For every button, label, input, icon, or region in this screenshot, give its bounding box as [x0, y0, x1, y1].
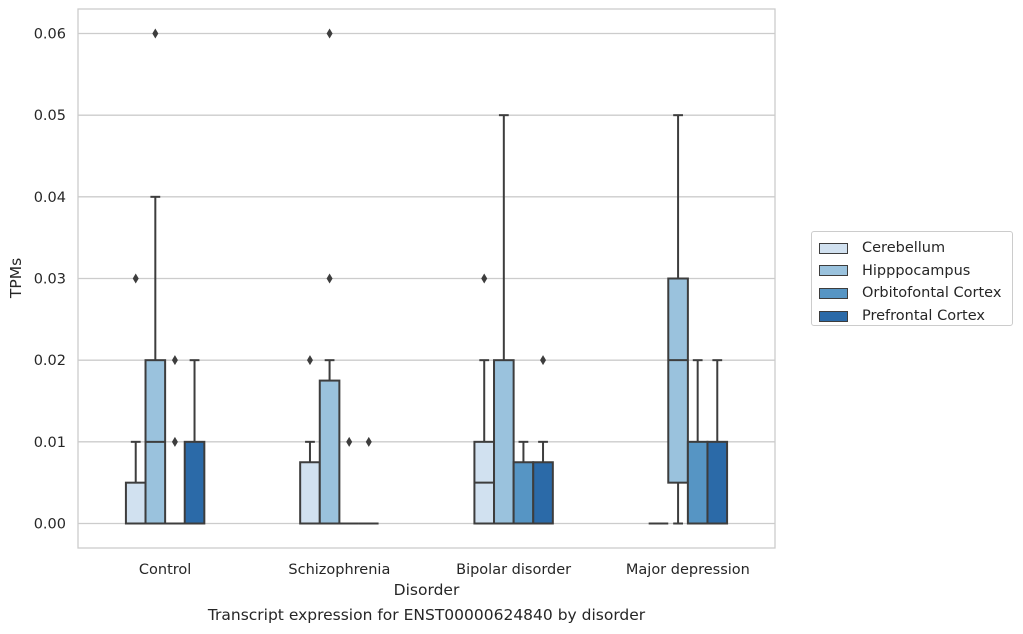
box-body [318, 379, 341, 525]
y-tick-label: 0.04 [34, 190, 66, 206]
box-body [706, 440, 729, 525]
y-axis-label: TPMs [7, 258, 25, 299]
legend-item-hippocampus: Hipppocampus [812, 260, 1012, 283]
legend-item-orbitofrontal-cortex: Orbitofontal Cortex [812, 282, 1012, 305]
box-cerebellum [473, 273, 496, 525]
box-body [124, 481, 147, 525]
legend-label: Prefrontal Cortex [862, 308, 985, 325]
outlier-point [306, 355, 313, 366]
legend-label: Hipppocampus [862, 262, 971, 279]
box-orbitofontal-cortex [512, 440, 535, 525]
x-tick-label: Bipolar disorder [456, 562, 571, 578]
box-hipppocampus [318, 28, 341, 525]
box-prefrontal-cortex [706, 359, 729, 525]
outlier-point [152, 28, 159, 39]
box-orbitofontal-cortex [686, 359, 709, 525]
legend-item-prefrontal-cortex: Prefrontal Cortex [812, 305, 1012, 328]
outlier-point [326, 28, 333, 39]
box-body [183, 440, 206, 525]
box-body [512, 461, 535, 525]
box-body [686, 440, 709, 525]
x-axis-label: Disorder [394, 581, 460, 599]
box-body [532, 461, 554, 525]
x-tick-label: Control [139, 562, 191, 578]
y-tick-label: 0.02 [34, 353, 66, 369]
outlier-point [540, 355, 547, 366]
box-hipppocampus [144, 28, 167, 525]
box-prefrontal-cortex [183, 359, 206, 525]
box-plot-boxes [124, 28, 729, 525]
box-body [493, 359, 515, 525]
legend-label: Cerebellum [862, 240, 946, 257]
legend-swatch [819, 265, 848, 277]
outlier-point [132, 273, 139, 284]
box-orbitofontal-cortex [165, 355, 185, 525]
chart-caption: Transcript expression for ENST0000062484… [207, 606, 646, 624]
legend: Cerebellum Hipppocampus Orbitofontal Cor… [811, 231, 1013, 326]
outlier-point [346, 436, 353, 447]
box-body [667, 277, 689, 484]
legend-label: Orbitofontal Cortex [862, 285, 1002, 302]
box-hipppocampus [493, 114, 515, 525]
y-tick-label: 0.03 [34, 272, 66, 288]
box-hipppocampus [667, 114, 689, 525]
y-tick-label: 0.05 [34, 108, 66, 124]
plot-frame [77, 8, 776, 549]
outlier-point [365, 436, 372, 447]
outlier-point [326, 273, 333, 284]
outlier-point [171, 355, 178, 366]
legend-item-cerebellum: Cerebellum [812, 237, 1012, 260]
box-cerebellum [124, 273, 147, 525]
box-cerebellum [299, 355, 321, 525]
legend-swatch [819, 287, 848, 299]
outlier-point [171, 436, 178, 447]
y-tick-label: 0.06 [34, 27, 66, 43]
box-body [299, 461, 321, 525]
y-tick-label: 0.00 [34, 517, 66, 533]
x-tick-label: Major depression [626, 562, 750, 578]
x-tick-label: Schizophrenia [288, 562, 390, 578]
box-prefrontal-cortex [358, 436, 379, 525]
legend-swatch [819, 242, 848, 254]
outlier-point [481, 273, 488, 284]
y-tick-label: 0.01 [34, 435, 66, 451]
box-orbitofontal-cortex [339, 436, 359, 525]
box-prefrontal-cortex [532, 355, 554, 525]
axis-ticks: 0.00 0.01 0.02 0.03 0.04 0.05 0.06 Control Schiz… [34, 27, 750, 579]
legend-swatch [819, 310, 848, 322]
